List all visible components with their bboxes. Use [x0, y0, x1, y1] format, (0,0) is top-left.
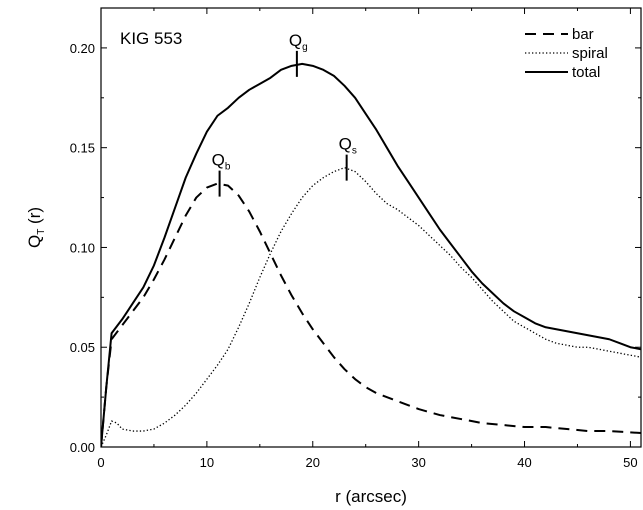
y-tick-label: 0.00 [70, 440, 95, 455]
y-axis-title-rest: (r) [25, 207, 44, 229]
legend-label-bar: bar [572, 26, 594, 43]
y-tick-label: 0.20 [70, 41, 95, 56]
x-tick-label: 50 [623, 455, 637, 470]
y-axis-title-sub: T [36, 229, 47, 235]
x-tick-label: 30 [411, 455, 425, 470]
peak-label-sub: g [302, 42, 308, 53]
peak-label-main: Q [289, 31, 302, 50]
peak-label-main: Q [339, 135, 352, 154]
x-tick-label: 0 [97, 455, 104, 470]
y-axis-title: QT (r) [25, 207, 47, 248]
y-axis-title-main: Q [25, 235, 44, 248]
panel-label: KIG 553 [120, 29, 182, 48]
series-line-bar [101, 182, 641, 447]
plot-frame [100, 7, 642, 448]
peak-label-s: Qs [339, 135, 357, 157]
axes: 0 10 20 30 40 50 0.00 0.05 0.10 0.15 0.20 r (arcsec… [25, 7, 642, 506]
y-tick-label: 0.10 [70, 240, 95, 255]
y-tick-label: 0.15 [70, 141, 95, 156]
legend-label-total: total [572, 64, 600, 81]
plot-area [101, 62, 641, 447]
peak-label-g: Qg [289, 31, 308, 53]
peak-label-b: Qb [212, 151, 231, 173]
y-tick-label: 0.05 [70, 340, 95, 355]
series-line-spiral [101, 166, 641, 447]
x-tick-label: 20 [306, 455, 320, 470]
x-tick-label: 10 [200, 455, 214, 470]
series-line-total [101, 62, 641, 447]
legend: bar spiral total [525, 26, 608, 81]
peak-label-main: Q [212, 151, 225, 170]
x-tick-label: 40 [517, 455, 531, 470]
legend-label-spiral: spiral [572, 45, 608, 62]
peak-label-sub: s [352, 146, 357, 157]
peak-label-sub: b [225, 162, 231, 173]
x-axis-title: r (arcsec) [335, 487, 407, 506]
